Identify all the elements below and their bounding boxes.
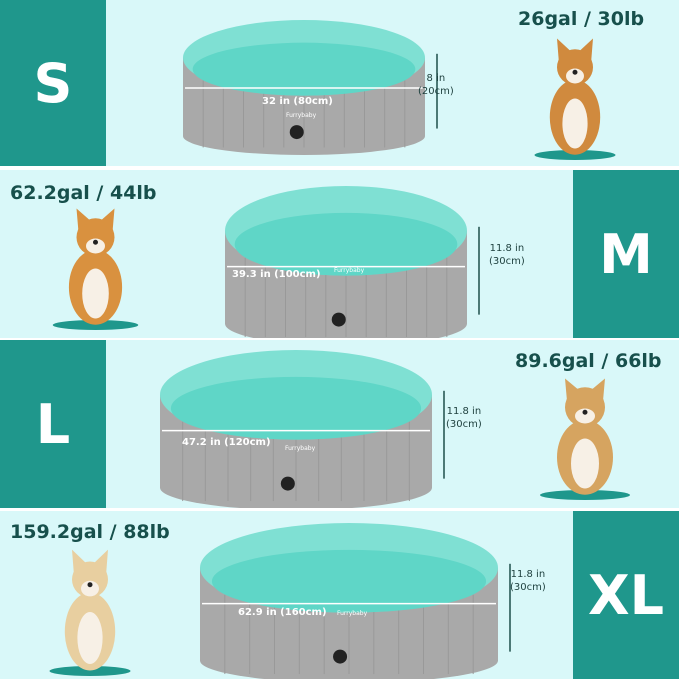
height-label-s: 8 in (20cm) <box>418 72 454 98</box>
height-cm: (30cm) <box>489 256 525 267</box>
width-label-xl: 62.9 in (160cm) <box>238 607 327 618</box>
brand-logo: Furrybaby <box>286 112 317 119</box>
dog-ear <box>94 549 108 573</box>
pool-xlarge <box>200 523 511 679</box>
dog-chest <box>571 438 599 489</box>
height-cm: (20cm) <box>418 86 454 97</box>
dog-muzzle <box>81 580 99 597</box>
dog-shadow <box>49 666 131 676</box>
size-label-s: S <box>0 0 106 166</box>
height-in: 8 in <box>426 73 446 84</box>
pool-floor <box>234 212 458 276</box>
size-label-l: L <box>0 340 106 508</box>
height-cm: (30cm) <box>510 582 546 593</box>
drain-valve <box>280 476 295 491</box>
width-label-l: 47.2 in (120cm) <box>182 437 271 448</box>
size-label-m: M <box>573 170 679 338</box>
dog-head <box>557 49 593 86</box>
dog-muzzle <box>566 68 584 84</box>
height-cm: (30cm) <box>446 419 482 430</box>
dog-head <box>76 218 115 257</box>
labrador-dog-image <box>49 549 131 676</box>
dog-shadow <box>534 150 616 160</box>
dog-nose <box>582 409 588 415</box>
pool-medium <box>225 186 480 338</box>
drain-valve <box>331 312 346 327</box>
dog-shadow <box>540 490 630 500</box>
dog-muzzle <box>86 238 105 254</box>
dog-ear <box>76 208 91 231</box>
dog-ear <box>72 549 86 573</box>
dog-ear <box>579 38 593 61</box>
band-small: S 32 in (80cm) Furrybaby 8 in (20cm) 26ga… <box>0 0 679 166</box>
height-label-xl: 11.8 in (30cm) <box>510 568 546 594</box>
pool-floor <box>211 549 487 613</box>
dog-chest <box>77 612 103 664</box>
pool-floor <box>170 376 422 440</box>
dog-head <box>72 561 108 598</box>
shiba-dog-image <box>52 208 139 330</box>
capacity-xl: 159.2gal / 88lb <box>10 521 170 543</box>
pool-floor <box>192 42 416 96</box>
band-medium: M 39.3 in (100cm) Furrybaby 11.8 in (30cm… <box>0 170 679 338</box>
band-large: L 47.2 in (120cm) Furrybaby 11.8 in (30cm… <box>0 340 679 508</box>
golden-retriever-dog-image <box>540 378 630 500</box>
height-label-l: 11.8 in (30cm) <box>446 405 482 431</box>
dog-chest <box>82 268 109 319</box>
dog-muzzle <box>575 408 595 424</box>
dog-ear <box>100 208 115 231</box>
height-in: 11.8 in <box>489 243 525 254</box>
dog-nose <box>87 582 93 588</box>
brand-logo: Furrybaby <box>334 267 365 274</box>
drain-valve <box>289 125 304 140</box>
capacity-s: 26gal / 30lb <box>518 8 645 30</box>
dog-shadow <box>52 320 139 330</box>
capacity-l: 89.6gal / 66lb <box>515 350 662 372</box>
height-in: 11.8 in <box>510 569 546 580</box>
height-label-m: 11.8 in (30cm) <box>489 242 525 268</box>
dog-ear <box>557 38 571 61</box>
dog-ear <box>565 378 580 401</box>
brand-logo: Furrybaby <box>337 610 368 617</box>
height-in: 11.8 in <box>446 406 482 417</box>
dog-nose <box>572 69 578 75</box>
dog-nose <box>93 239 98 245</box>
capacity-m: 62.2gal / 44lb <box>10 182 157 204</box>
corgi-dog-image <box>534 38 616 160</box>
brand-logo: Furrybaby <box>285 445 316 452</box>
dog-chest <box>562 98 588 149</box>
width-label-s: 32 in (80cm) <box>262 96 333 107</box>
width-label-m: 39.3 in (100cm) <box>232 269 321 280</box>
pool-large <box>160 350 445 508</box>
size-label-xl: XL <box>573 511 679 679</box>
dog-head <box>565 387 605 428</box>
drain-valve <box>333 649 348 664</box>
pool-small <box>183 20 438 155</box>
band-xlarge: XL 62.9 in (160cm) Furrybaby 11.8 in (30c… <box>0 511 679 679</box>
dog-ear <box>590 378 605 401</box>
